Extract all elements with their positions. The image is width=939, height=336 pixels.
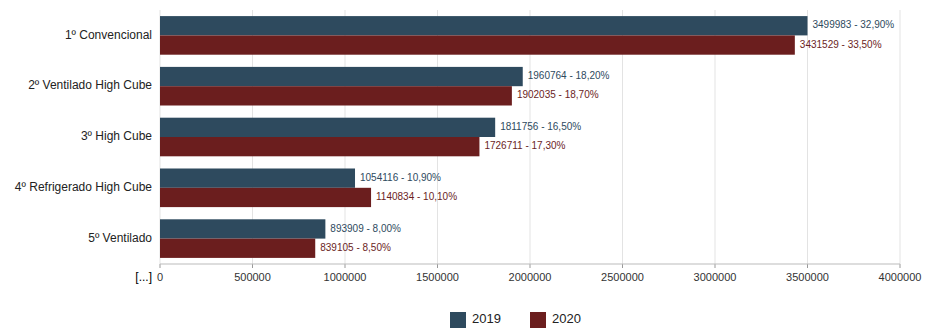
x-tick-label: 500000: [234, 271, 271, 283]
tick-mark: [160, 264, 161, 268]
chart: 0 500000 1000000 1500000 2000000 2500000 30000…: [0, 0, 939, 336]
tick-mark: [252, 264, 253, 268]
bar: [160, 168, 355, 187]
legend-label: 2020: [552, 311, 581, 326]
tick-mark: [437, 264, 438, 268]
tick-mark: [715, 264, 716, 268]
x-axis-line: [160, 264, 900, 265]
bar: [160, 67, 523, 86]
x-tick-label: 2000000: [509, 271, 552, 283]
data-label: 893909 - 8,00%: [330, 223, 401, 234]
x-tick-label: 4000000: [879, 271, 922, 283]
data-label: 1140834 - 10,10%: [376, 191, 457, 202]
tick-mark: [345, 264, 346, 268]
data-labels: 893909 - 8,00% 1054116 - 10,90% 1811756 - …: [320, 19, 894, 253]
data-label: 1054116 - 10,90%: [360, 172, 441, 183]
bar: [160, 118, 495, 137]
data-label: 1902035 - 18,70%: [517, 89, 599, 100]
tick-mark: [807, 264, 808, 268]
legend: 2019 2020: [450, 311, 581, 328]
grid-line: [900, 10, 901, 264]
bar: [160, 16, 807, 35]
bar: [160, 35, 795, 54]
tick-mark: [530, 264, 531, 268]
bar: [160, 137, 479, 156]
y-tick-label: 5º Ventilado: [88, 231, 152, 245]
x-tick-label: 0: [157, 271, 163, 283]
bar: [160, 86, 512, 105]
bar: [160, 239, 315, 258]
data-label: 1811756 - 16,50%: [500, 121, 581, 132]
x-tick-label: 2500000: [601, 271, 644, 283]
bars: [160, 16, 807, 258]
tick-mark: [622, 264, 623, 268]
data-label: 1960764 - 18,20%: [528, 70, 610, 81]
grid: [160, 10, 900, 264]
data-label: 1726711 - 17,30%: [484, 140, 565, 151]
y-tick-label: 3º High Cube: [81, 129, 152, 143]
legend-label: 2019: [472, 311, 501, 326]
data-label: 3431529 - 33,50%: [800, 39, 882, 50]
data-label: 3499983 - 32,90%: [812, 19, 894, 30]
x-tick-label: 1000000: [324, 271, 367, 283]
x-tick-label: 3500000: [786, 271, 829, 283]
annotation: [...]: [135, 270, 152, 284]
bar: [160, 219, 325, 238]
legend-swatch: [530, 312, 546, 328]
y-tick-label: 1º Convencional: [65, 28, 152, 42]
legend-swatch: [450, 312, 466, 328]
y-tick-label: 4º Refrigerado High Cube: [15, 180, 152, 194]
tick-mark: [900, 264, 901, 268]
x-tick-label: 3000000: [694, 271, 737, 283]
x-tick-label: 1500000: [416, 271, 459, 283]
data-label: 839105 - 8,50%: [320, 242, 391, 253]
bar: [160, 188, 371, 207]
y-tick-label: 2º Ventilado High Cube: [28, 78, 152, 92]
